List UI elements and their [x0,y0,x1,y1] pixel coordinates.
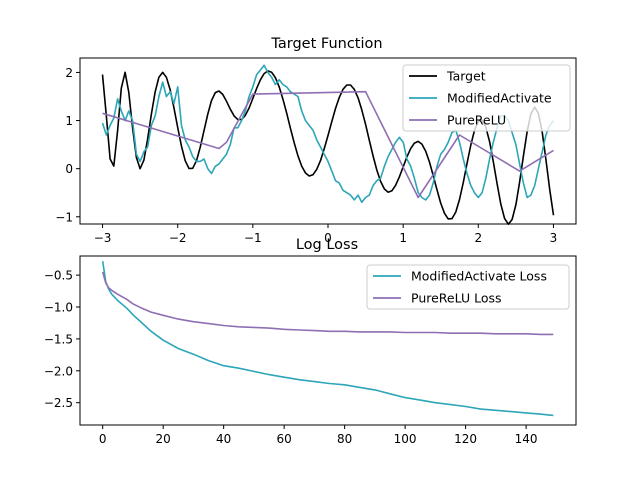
legend-label-modifiedactivate-loss: ModifiedActivate Loss [411,269,547,284]
series-line-purerelu [102,90,554,199]
x-tick-label: 140 [515,432,538,446]
x-tick-label: 1 [399,231,407,245]
log-loss-legend: ModifiedActivate Loss PureReLU Loss [366,264,570,310]
x-tick-label: 2 [474,231,482,245]
y-tick-label: −1.5 [44,332,73,346]
target-function-title: Target Function [270,36,382,52]
legend-label-target: Target [446,69,486,84]
x-tick-label: 120 [454,432,477,446]
series-line-modifiedactivate [101,64,555,204]
legend-label-purerelu-loss: PureReLU Loss [411,291,502,306]
x-tick-label: 0 [99,432,107,446]
y-tick-label: 1 [65,114,73,128]
x-tick-label: 40 [216,432,231,446]
y-tick-label: −1 [55,210,73,224]
y-tick-label: 0 [65,162,73,176]
log-loss-series [101,260,554,417]
target-function-subplot: Target Function −3 −2 −1 0 1 2 3 −1 0 1 2 Target Mo… [55,36,577,245]
log-loss-subplot: Log Loss 0 20 40 60 80 100 120 140 −2.5 −2.0 −1.5 −… [44,237,577,446]
y-tick-label: −0.5 [44,269,73,283]
y-tick-label: −1.0 [44,301,73,315]
legend-label-purerelu: PureReLU [447,113,506,128]
legend-label-modifiedactivate: ModifiedActivate [447,91,552,106]
x-tick-label: 60 [277,432,292,446]
log-loss-axes-frame [79,255,577,426]
series-line-purerelu-loss [101,271,554,336]
x-tick-label: 80 [337,432,352,446]
x-tick-label: −1 [244,231,262,245]
log-loss-ticks: 0 20 40 60 80 100 120 140 −2.5 −2.0 −1.5 −1.0 −0.5 [44,269,538,446]
target-function-legend: Target ModifiedActivate PureReLU [402,64,571,132]
legend-box [366,264,570,310]
y-tick-label: −2.5 [44,396,73,410]
y-tick-label: −2.0 [44,364,73,378]
y-tick-label: 2 [65,66,73,80]
x-tick-label: −2 [169,231,187,245]
x-tick-label: 20 [156,432,171,446]
series-line-modifiedactivate-loss [101,260,554,417]
legend-box [402,64,571,132]
x-tick-label: 3 [550,231,558,245]
x-tick-label: 100 [394,432,417,446]
x-tick-label: 0 [324,231,332,245]
target-function-ticks: −3 −2 −1 0 1 2 3 −1 0 1 2 [55,66,557,245]
log-loss-title: Log Loss [296,237,358,253]
x-tick-label: −3 [94,231,112,245]
